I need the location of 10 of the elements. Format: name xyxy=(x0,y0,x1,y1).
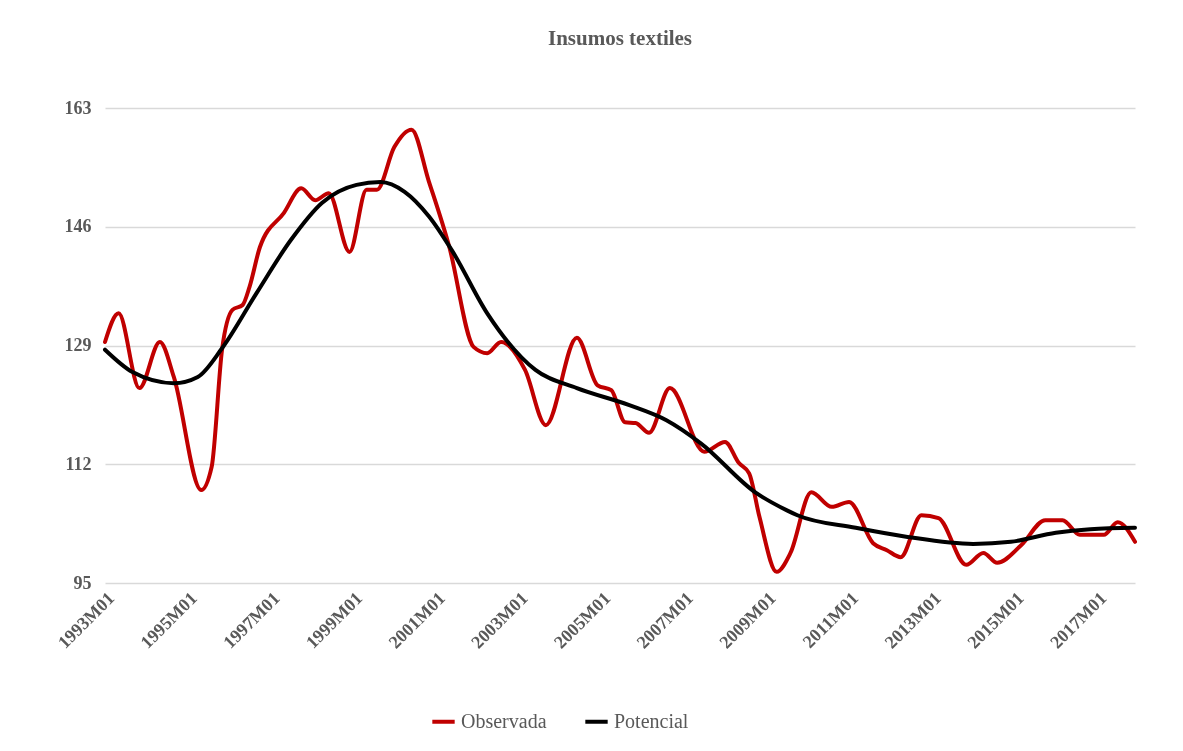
chart-title: Insumos textiles xyxy=(547,26,693,50)
legend-label: Observada xyxy=(461,709,547,732)
y-tick-label: 95 xyxy=(73,572,92,593)
y-tick-label: 146 xyxy=(64,216,92,237)
line-series xyxy=(103,180,1137,546)
y-tick-label: 112 xyxy=(65,453,92,474)
line-series xyxy=(103,127,1137,574)
y-tick-label: 129 xyxy=(64,335,92,355)
legend-label: Potencial xyxy=(614,709,689,732)
y-tick-label: 163 xyxy=(64,97,92,118)
